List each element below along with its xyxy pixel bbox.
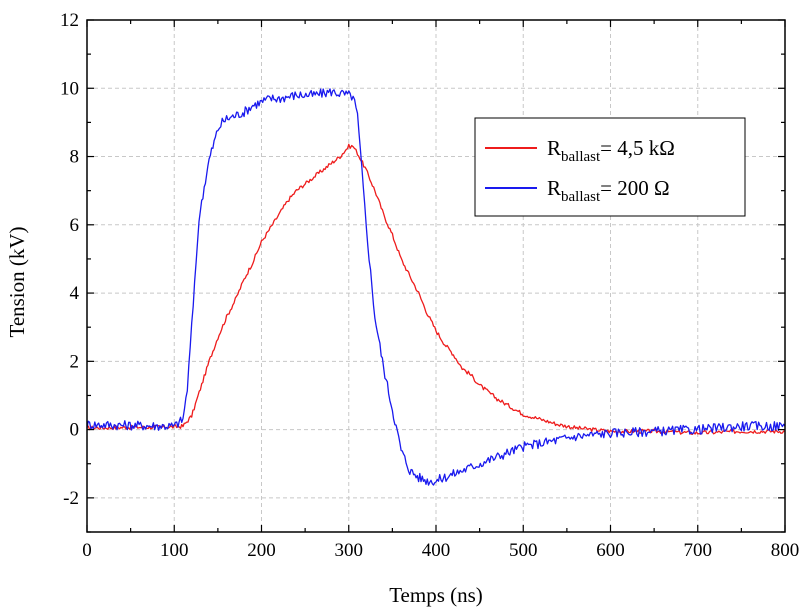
axis-ticks xyxy=(86,19,786,533)
x-tick-labels: 0 100 200 300 400 500 600 700 800 xyxy=(82,540,799,561)
legend: Rballast= 4,5 kΩ Rballast= 200 Ω xyxy=(474,117,746,217)
x-tick-label: 400 xyxy=(422,540,451,561)
series-group xyxy=(86,88,786,486)
y-tick-label: 2 xyxy=(70,351,80,372)
y-tick-label: 6 xyxy=(70,215,80,236)
x-tick-label: 100 xyxy=(160,540,189,561)
series-line-blue xyxy=(86,88,786,486)
y-axis-title: Tension (kV) xyxy=(5,226,29,337)
series-line-red xyxy=(86,143,786,435)
legend-label-suffix: = 200 Ω xyxy=(600,176,669,200)
legend-label-blue: Rballast= 200 Ω xyxy=(547,176,670,205)
y-tick-label: 8 xyxy=(70,147,80,168)
y-tick-label: 10 xyxy=(60,78,79,99)
y-tick-labels: -2 0 2 4 6 8 10 12 xyxy=(60,10,80,509)
legend-label-subscript: ballast xyxy=(561,149,601,165)
gridlines xyxy=(87,20,785,532)
x-tick-label: 200 xyxy=(247,540,276,561)
y-tick-label: 4 xyxy=(70,283,80,304)
x-tick-label: 700 xyxy=(684,540,713,561)
x-tick-label: 600 xyxy=(596,540,625,561)
legend-label-suffix: = 4,5 kΩ xyxy=(600,136,675,160)
y-tick-label: 0 xyxy=(70,420,80,441)
y-tick-label: 12 xyxy=(60,10,79,31)
x-tick-label: 500 xyxy=(509,540,538,561)
legend-label-main: R xyxy=(547,136,561,160)
legend-label-main: R xyxy=(547,176,561,200)
x-tick-label: 800 xyxy=(771,540,800,561)
y-tick-label: -2 xyxy=(63,488,79,509)
x-tick-label: 0 xyxy=(82,540,92,561)
legend-box xyxy=(474,117,746,217)
x-axis-title: Temps (ns) xyxy=(389,583,483,607)
x-tick-label: 300 xyxy=(335,540,364,561)
legend-label-subscript: ballast xyxy=(561,189,601,205)
legend-label-red: Rballast= 4,5 kΩ xyxy=(547,136,675,165)
